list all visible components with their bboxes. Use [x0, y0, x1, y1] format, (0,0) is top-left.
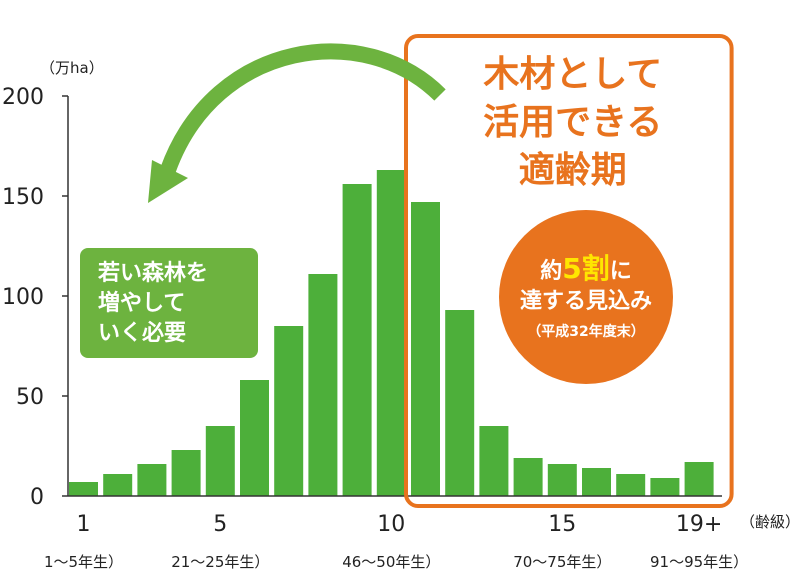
x-tick-label: 19+ — [676, 512, 722, 537]
x-tick-label: 5 — [213, 512, 227, 537]
bar — [411, 202, 440, 496]
bar — [582, 468, 611, 496]
bar — [445, 310, 475, 496]
callout-line: 約5割に — [540, 252, 632, 285]
young-forest-line: 若い森林を — [98, 260, 208, 286]
callout-line: 達する見込み — [520, 288, 652, 314]
y-tick-label: 0 — [30, 485, 44, 510]
highlight-title-line: 活用できる — [483, 102, 662, 143]
callout-note: （平成32年度末） — [527, 323, 644, 340]
x-axis-suffix-label: （齢級） — [740, 513, 800, 531]
x-tick-label: 10 — [377, 512, 405, 537]
x-sub-label: 21〜25年生） — [171, 553, 269, 571]
x-sub-label: 1〜5年生） — [44, 553, 123, 571]
curved-arrow-icon — [160, 43, 446, 173]
bar — [308, 274, 338, 496]
bar — [240, 380, 269, 496]
x-sub-label: 91〜95年生） — [650, 553, 748, 571]
bar — [513, 458, 543, 496]
bar — [342, 184, 372, 496]
callout-accent-text: 5割 — [562, 252, 609, 285]
bar — [684, 462, 714, 496]
y-tick-label: 100 — [2, 285, 44, 310]
x-tick-label: 1 — [77, 512, 91, 537]
bar — [547, 464, 577, 496]
bar — [171, 450, 201, 496]
bars — [69, 170, 714, 496]
y-axis: 0 50 100 150 200 （万ha） — [2, 59, 104, 510]
bar — [616, 474, 646, 496]
x-sub-label: 70〜75年生） — [513, 553, 611, 571]
bar — [137, 464, 167, 496]
y-unit-label: （万ha） — [40, 59, 104, 77]
y-tick-label: 50 — [16, 385, 44, 410]
y-tick-label: 150 — [2, 185, 44, 210]
highlight-frame — [404, 34, 734, 508]
x-sub-label: 46〜50年生） — [342, 553, 440, 571]
highlight-title-line: 適齢期 — [519, 150, 627, 191]
callout-text: に — [610, 259, 632, 284]
young-forest-box — [80, 248, 258, 358]
bar — [103, 474, 133, 496]
highlight-title-line: 木材として — [483, 54, 662, 95]
young-forest-line: 増やして — [98, 290, 185, 316]
callout-text: 約 — [540, 258, 562, 284]
arrow-head-icon — [148, 160, 188, 203]
bar — [479, 426, 509, 496]
callout-circle — [499, 210, 673, 384]
bar — [376, 170, 406, 496]
x-tick-label: 15 — [548, 512, 576, 537]
callout-text: 達する見込み — [520, 288, 652, 314]
young-forest-line: いく必要 — [98, 320, 186, 346]
y-tick-label: 200 — [2, 85, 44, 110]
x-axis: 1 5 10 15 19+ （齢級）1〜5年生） 21〜25年生） 46〜50年生） 70〜75… — [44, 495, 800, 571]
bar — [205, 426, 235, 496]
bar — [274, 326, 304, 496]
curved-arrow — [148, 43, 446, 203]
bar — [650, 478, 680, 496]
bar — [69, 482, 98, 496]
